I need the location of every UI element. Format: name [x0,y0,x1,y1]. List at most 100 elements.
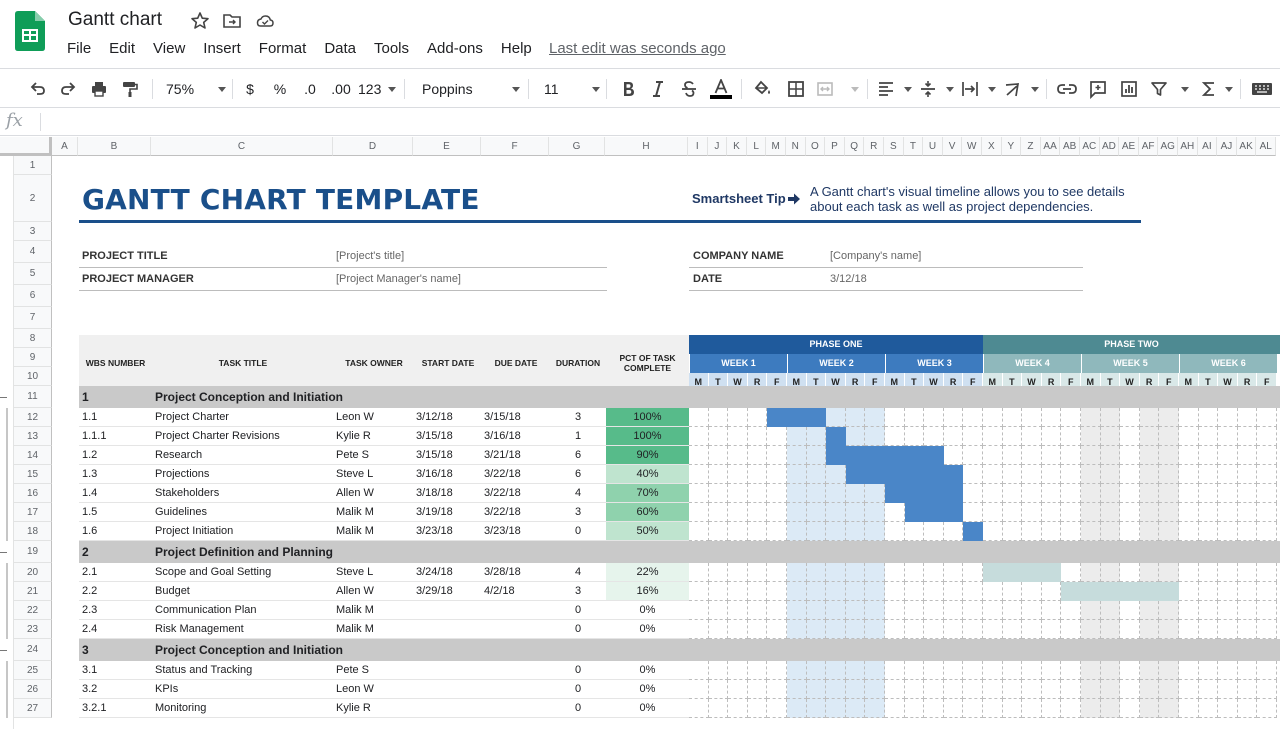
gantt-cell[interactable] [924,661,944,680]
column-header-f[interactable]: F [481,137,549,156]
gantt-cell[interactable] [1022,601,1042,620]
gantt-cell[interactable] [865,661,885,680]
gantt-cell[interactable] [845,661,866,680]
gantt-cell[interactable] [1081,661,1101,680]
gantt-cell[interactable] [806,661,827,680]
gantt-cell[interactable] [963,661,983,680]
gantt-cell[interactable] [1139,503,1160,522]
gantt-cell[interactable] [1159,680,1179,699]
gantt-cell[interactable] [1100,601,1121,620]
gantt-cell[interactable] [747,446,768,465]
gantt-cell[interactable] [963,446,983,465]
start-date-cell[interactable]: 3/16/18 [416,468,453,480]
row-header-23[interactable]: 23 [14,620,52,639]
gantt-cell[interactable] [1218,484,1238,503]
row-header-3[interactable]: 3 [14,222,52,241]
column-header-d[interactable]: D [333,137,413,156]
gantt-cell[interactable] [1041,601,1062,620]
gantt-cell[interactable] [845,620,866,639]
gantt-cell[interactable] [1061,620,1081,639]
gantt-cell[interactable] [885,620,905,639]
gantt-cell[interactable] [885,522,905,541]
gantt-cell[interactable] [1218,620,1238,639]
gantt-cell[interactable] [1061,484,1081,503]
gantt-cell[interactable] [689,446,709,465]
gantt-cell[interactable] [963,601,983,620]
gantt-cell[interactable] [885,661,905,680]
gantt-cell[interactable] [943,620,964,639]
column-header-b[interactable]: B [78,137,151,156]
column-header-e[interactable]: E [413,137,481,156]
gantt-cell[interactable] [1198,503,1219,522]
start-date-cell[interactable]: 3/18/18 [416,487,453,499]
gantt-cell[interactable] [806,601,827,620]
gantt-cell[interactable] [1041,465,1062,484]
duration-cell[interactable]: 1 [574,430,582,442]
gantt-cell[interactable] [1198,563,1219,582]
gantt-cell[interactable] [747,601,768,620]
gantt-cell[interactable] [1237,522,1258,541]
gantt-cell[interactable] [1120,465,1140,484]
gantt-cell[interactable] [747,427,768,446]
gantt-cell[interactable] [1061,465,1081,484]
start-date-cell[interactable]: 3/24/18 [416,566,453,578]
gantt-cell[interactable] [924,522,944,541]
gantt-cell[interactable] [767,680,787,699]
keyboard-icon[interactable] [1250,77,1274,101]
task-owner-cell[interactable]: Malik M [336,604,374,616]
column-header-g[interactable]: G [549,137,605,156]
gantt-cell[interactable] [865,601,885,620]
task-owner-cell[interactable]: Leon W [336,683,374,695]
column-header-h[interactable]: H [605,137,688,156]
gantt-cell[interactable] [689,680,709,699]
gantt-cell[interactable] [767,661,787,680]
gantt-cell[interactable] [1198,427,1219,446]
gantt-cell[interactable] [885,503,905,522]
gantt-cell[interactable] [747,465,768,484]
gantt-cell[interactable] [767,465,787,484]
project-title-value[interactable]: [Project's title] [336,250,405,262]
column-header-ag[interactable]: AG [1158,137,1178,156]
gantt-cell[interactable] [1041,408,1062,427]
pct-complete-cell[interactable]: 70% [606,484,689,502]
gantt-cell[interactable] [904,620,925,639]
gantt-cell[interactable] [1159,427,1179,446]
duration-cell[interactable]: 0 [574,623,582,635]
more-formats-button[interactable]: 123 [358,77,396,101]
gantt-cell[interactable] [983,522,1003,541]
gantt-cell[interactable] [826,465,846,484]
duration-cell[interactable]: 0 [574,664,582,676]
gantt-cell[interactable] [747,563,768,582]
functions-icon[interactable] [1199,77,1233,101]
gantt-cell[interactable] [806,446,827,465]
gantt-cell[interactable] [865,427,885,446]
menu-view[interactable]: View [153,40,186,57]
pct-complete-cell[interactable]: 100% [606,427,689,445]
gantt-cell[interactable] [689,408,709,427]
gantt-cell[interactable] [924,680,944,699]
gantt-cell[interactable] [845,582,866,601]
project-manager-value[interactable]: [Project Manager's name] [336,273,461,285]
gantt-cell[interactable] [1081,484,1101,503]
gantt-cell[interactable] [1257,601,1277,620]
gantt-cell[interactable] [1061,563,1081,582]
gantt-cell[interactable] [1002,601,1023,620]
column-header-k[interactable]: K [727,137,747,156]
gantt-cell[interactable] [689,465,709,484]
star-icon[interactable] [190,11,210,31]
gantt-cell[interactable] [708,446,729,465]
gantt-cell[interactable] [1100,408,1121,427]
column-header-ah[interactable]: AH [1178,137,1198,156]
gantt-cell[interactable] [1218,408,1238,427]
gantt-cell[interactable] [1022,465,1042,484]
gantt-cell[interactable] [1179,408,1199,427]
collapse-group-icon[interactable] [0,397,7,398]
section-number[interactable]: 3 [82,643,89,657]
row-header-24[interactable]: 24 [14,639,52,661]
column-header-ai[interactable]: AI [1197,137,1218,156]
gantt-cell[interactable] [1237,661,1258,680]
gantt-bar[interactable] [983,563,1062,582]
gantt-bar[interactable] [1061,582,1179,601]
menu-data[interactable]: Data [324,40,356,57]
gantt-cell[interactable] [747,582,768,601]
